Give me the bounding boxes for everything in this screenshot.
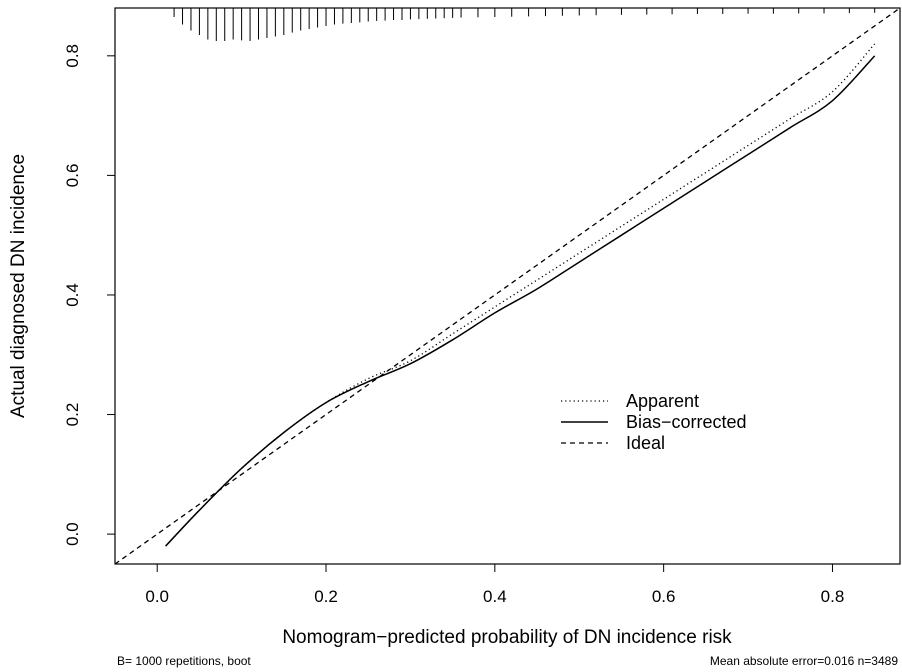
x-tick-label-2: 0.4 (483, 587, 507, 606)
series-line-bias-corrected (165, 55, 876, 547)
series-line-apparent (165, 43, 876, 547)
x-axis: 0.0 0.2 0.4 0.6 0.8 (145, 563, 845, 606)
y-tick-label-4: 0.8 (63, 44, 82, 68)
x-tick-label-0: 0.0 (145, 587, 169, 606)
y-tick-label-3: 0.6 (63, 164, 82, 188)
y-axis: 0.0 0.2 0.4 0.6 0.8 (63, 44, 116, 546)
footnote-left: B= 1000 repetitions, boot (117, 654, 251, 668)
rug-marks (173, 8, 876, 41)
legend-apparent-label: Apparent (626, 391, 699, 411)
legend-bias-corrected-label: Bias−corrected (626, 412, 747, 432)
series-line-ideal (114, 7, 901, 565)
y-tick-label-0: 0.0 (63, 522, 82, 546)
x-axis-title: Nomogram−predicted probability of DN inc… (282, 627, 732, 648)
x-tick-label-4: 0.8 (821, 587, 845, 606)
footnote-right: Mean absolute error=0.016 n=3489 (710, 654, 898, 668)
series-layer (114, 7, 901, 565)
y-tick-label-2: 0.4 (63, 283, 82, 307)
y-tick-label-1: 0.2 (63, 403, 82, 427)
x-tick-label-1: 0.2 (314, 587, 338, 606)
y-axis-title: Actual diagnosed DN incidence (8, 154, 29, 418)
x-tick-label-3: 0.6 (652, 587, 676, 606)
legend-ideal-label: Ideal (626, 433, 665, 453)
legend: Apparent Bias−corrected Ideal (561, 391, 747, 453)
